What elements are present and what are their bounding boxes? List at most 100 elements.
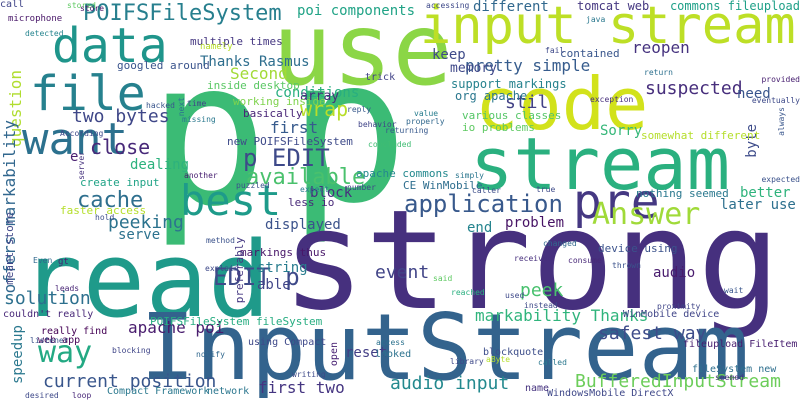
word: fileSystem new: [692, 364, 777, 375]
word: dealing: [130, 157, 190, 173]
word: desired: [25, 391, 59, 400]
word: reset: [345, 345, 388, 361]
word: store: [80, 4, 105, 13]
word: InputStream: [140, 294, 750, 400]
word: different: [473, 0, 549, 15]
word: stil: [505, 92, 549, 113]
word: leads: [55, 284, 80, 293]
word: peek: [520, 280, 564, 301]
word: memory: [450, 61, 497, 76]
word: reached: [451, 288, 485, 297]
word: provided: [761, 75, 800, 84]
word: looked: [375, 349, 412, 360]
word: solution: [4, 288, 91, 309]
word: need: [737, 86, 771, 102]
word: hacked: [146, 101, 175, 110]
word: trick: [365, 72, 396, 83]
word: code: [475, 62, 649, 146]
word: number: [347, 183, 376, 192]
word: support markings: [451, 77, 567, 91]
word: contained: [560, 47, 620, 60]
word: p: [288, 15, 409, 248]
word: tomcat web: [577, 0, 650, 13]
word: best: [180, 176, 282, 225]
word: return: [644, 68, 673, 77]
word: couldn't really: [3, 309, 94, 320]
word: use: [272, 0, 453, 108]
word: EDIT p: [213, 263, 300, 291]
word: poi components: [297, 3, 416, 19]
word: web app: [38, 335, 81, 346]
word: wait: [724, 286, 744, 295]
word: p: [148, 18, 269, 251]
word: Second: [230, 64, 288, 83]
word: BufferedInputStream: [575, 371, 781, 392]
word: pre: [573, 174, 660, 230]
word: input stream: [420, 0, 796, 56]
word: call: [0, 0, 25, 10]
word: POIFSFileSystem: [83, 1, 282, 26]
word: new POIFSFileSystem: [227, 135, 353, 148]
word: markings thus: [240, 246, 327, 259]
word: detected: [25, 29, 64, 38]
word: multiple times: [190, 35, 283, 48]
word: returning: [385, 126, 429, 135]
word: audio input: [390, 373, 510, 394]
word: read: [20, 219, 271, 341]
word: caller: [472, 186, 501, 195]
word: stream: [470, 122, 731, 206]
word: used: [505, 291, 525, 300]
word: really find: [41, 326, 108, 337]
word: first: [270, 118, 319, 137]
word: According: [60, 129, 104, 138]
word: nothing seemed: [636, 187, 729, 200]
word: safest way: [598, 323, 707, 344]
word: notify: [196, 350, 225, 359]
word: keep: [432, 47, 466, 63]
word: e: [70, 149, 79, 165]
word: seemed: [715, 373, 744, 382]
word: WindowsMobile DirectX: [547, 388, 674, 399]
word: better: [740, 185, 791, 201]
word: said: [433, 274, 453, 283]
word: org apache: [455, 89, 528, 103]
word: blocking: [112, 346, 151, 355]
word: fileupload FileItem: [683, 339, 798, 350]
word: thrown: [612, 261, 641, 270]
word: close: [90, 135, 151, 159]
word: behavior: [358, 120, 397, 129]
word: markability Thanks: [475, 306, 649, 325]
word: aByte: [486, 355, 511, 364]
word: next: [177, 97, 186, 117]
word: faster access: [60, 204, 147, 217]
word: Thanks Rasmus: [200, 54, 310, 70]
word: changed: [543, 239, 577, 248]
word: concluded: [368, 140, 412, 149]
word: available: [246, 165, 366, 190]
word: reopen: [632, 38, 690, 57]
word: called: [538, 358, 567, 367]
word: simply: [455, 171, 484, 180]
word: properly: [406, 117, 445, 126]
word: way: [38, 335, 93, 370]
word: exception: [590, 95, 634, 104]
word: expect: [300, 185, 329, 194]
word: various classes: [462, 109, 562, 122]
word: CE WinMobile: [403, 179, 483, 192]
word: stored: [67, 1, 96, 10]
word: suspected: [645, 78, 743, 99]
word: event: [375, 262, 430, 283]
word: audio: [653, 265, 696, 281]
word: network: [207, 386, 250, 397]
word: serve: [118, 227, 161, 243]
word: library: [450, 357, 484, 366]
word: googled around: [117, 59, 210, 72]
word: writing: [292, 370, 326, 379]
word: two bytes: [72, 106, 170, 127]
word: Sorry: [600, 123, 643, 139]
word: explain: [205, 264, 239, 273]
word: application: [404, 190, 563, 218]
word: displayed: [265, 217, 341, 233]
word: reply: [347, 105, 372, 114]
